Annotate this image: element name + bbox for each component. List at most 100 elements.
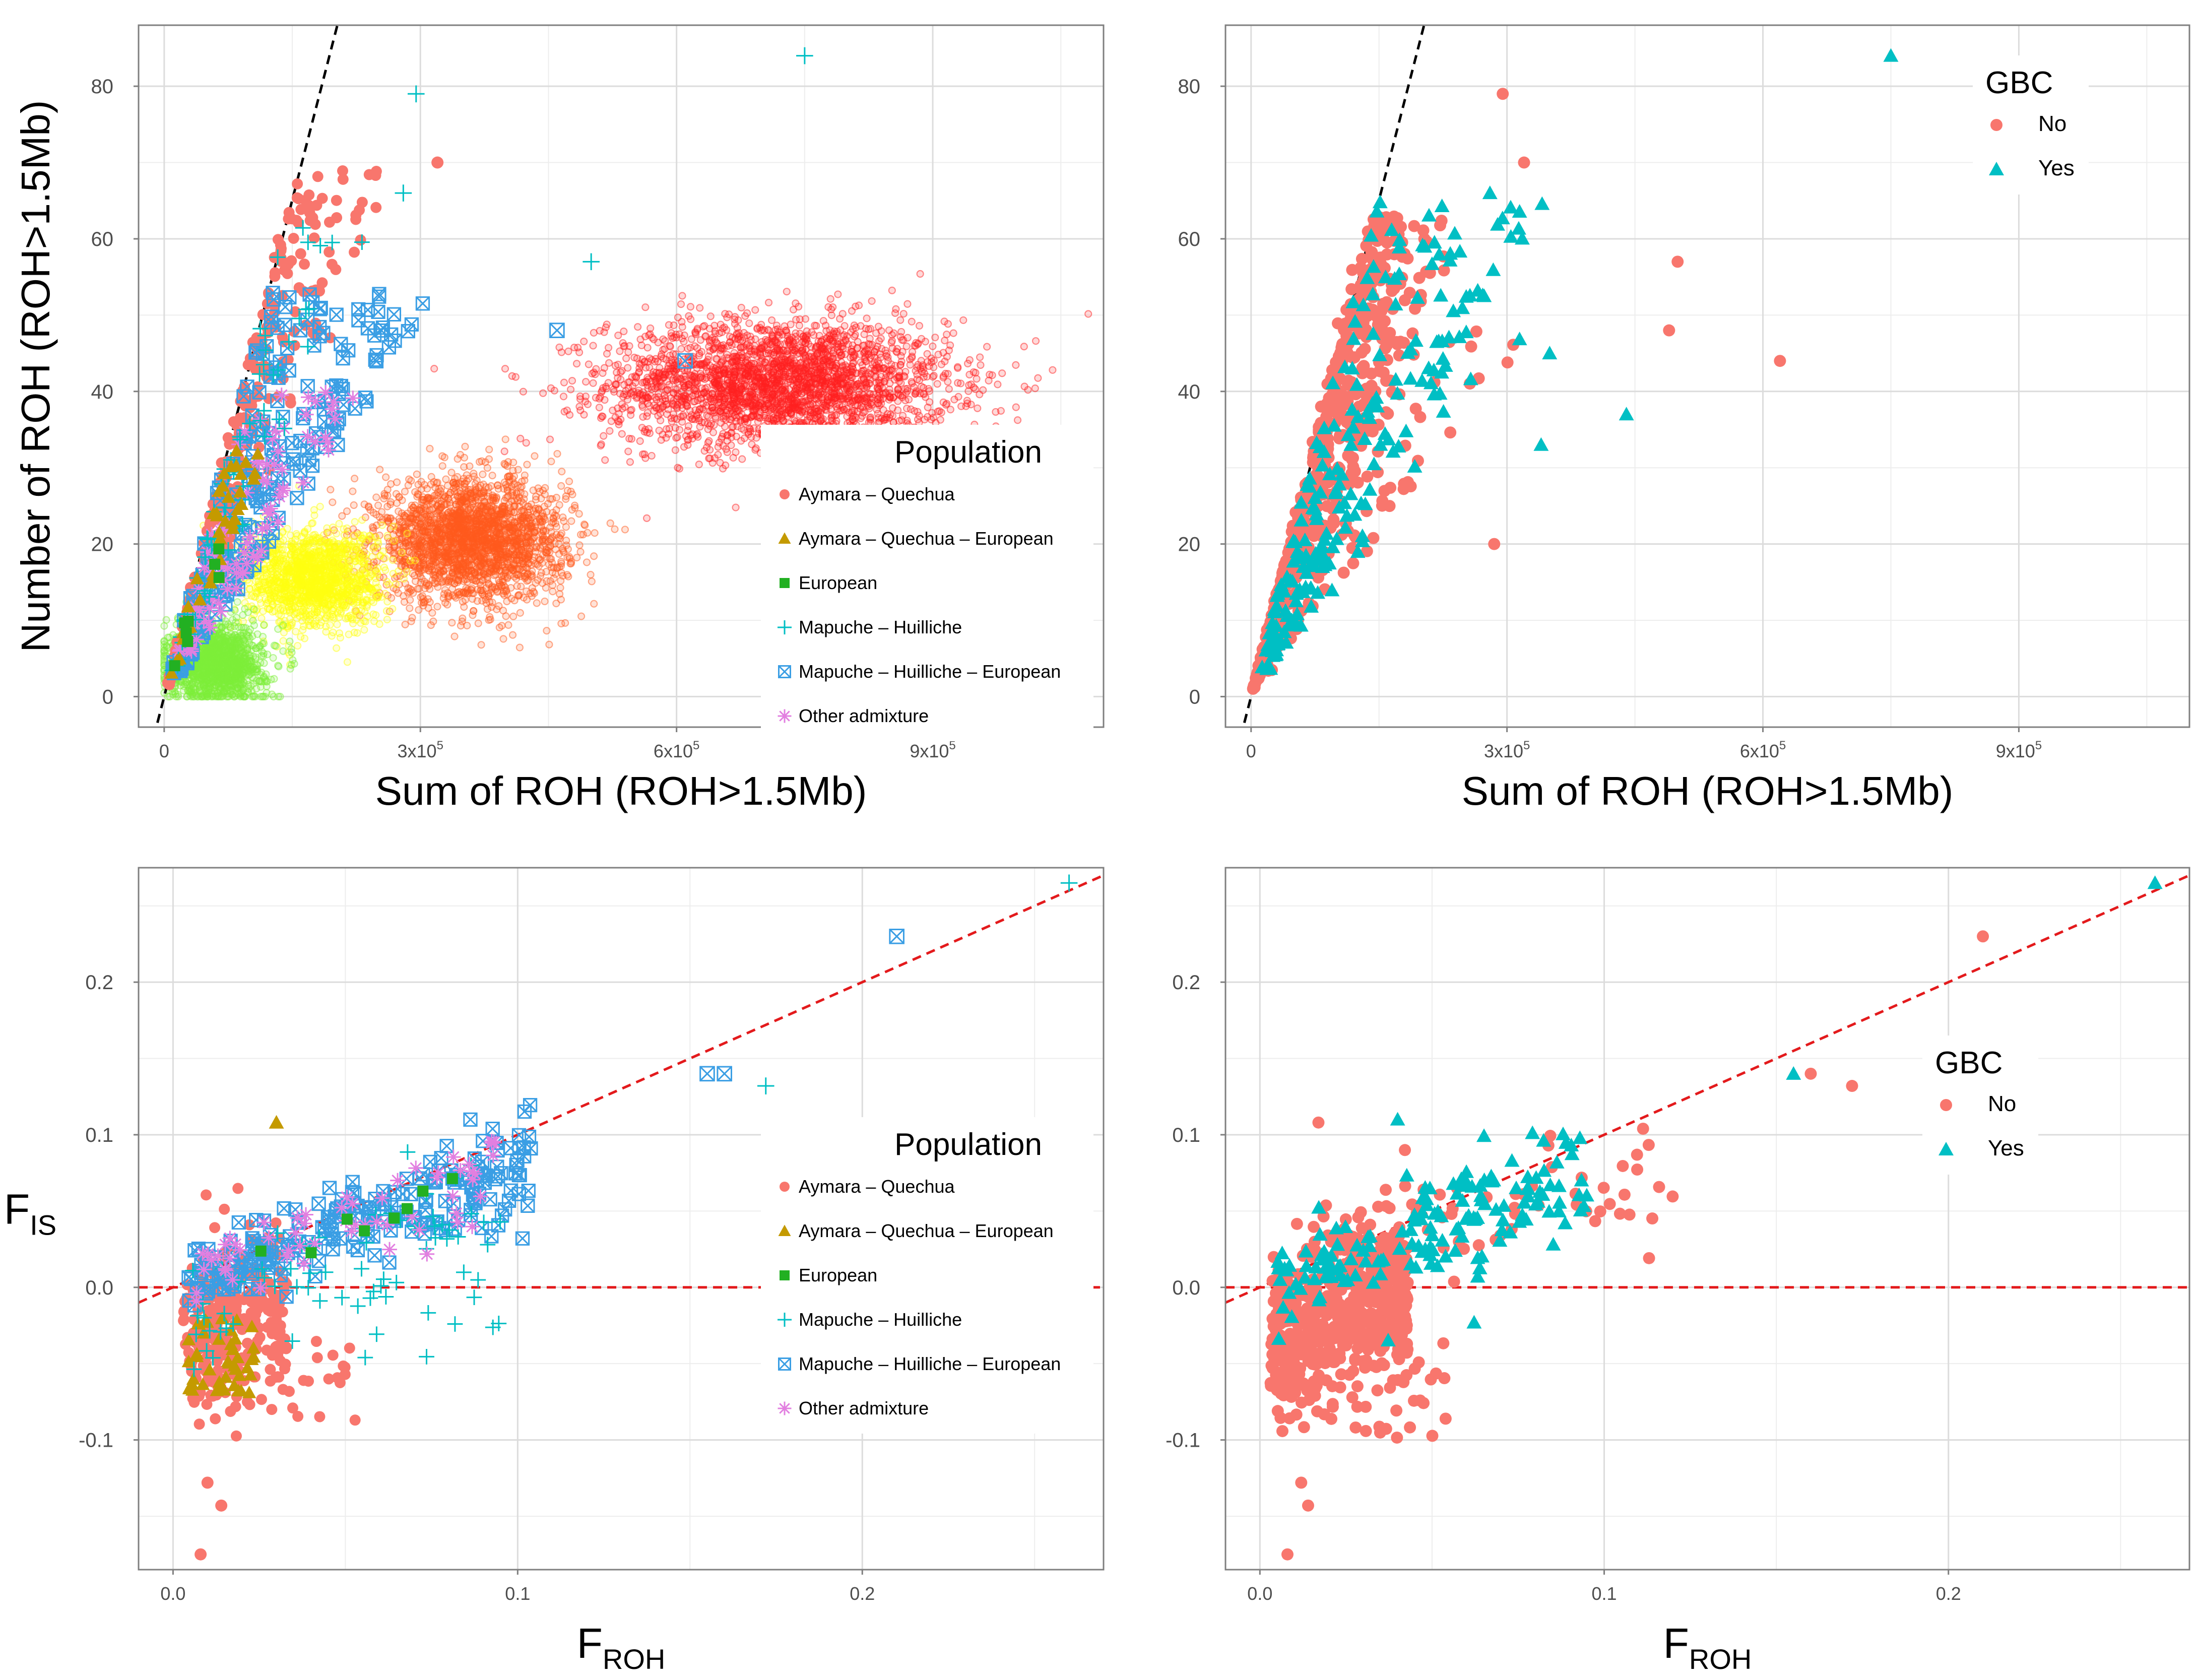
simulated-point xyxy=(510,597,519,605)
simulated-point xyxy=(998,369,1006,377)
simulated-point xyxy=(417,599,426,607)
simulated-point xyxy=(606,427,614,435)
simulated-point xyxy=(712,413,720,421)
simulated-point xyxy=(853,369,861,377)
simulated-point xyxy=(485,522,493,531)
simulated-point xyxy=(724,376,732,384)
simulated-point xyxy=(462,493,470,501)
simulated-point xyxy=(450,632,459,640)
simulated-point xyxy=(560,378,568,386)
simulated-point xyxy=(678,292,686,300)
simulated-point xyxy=(480,555,488,564)
simulated-point xyxy=(401,620,409,628)
simulated-point xyxy=(629,387,637,396)
simulated-point xyxy=(897,416,906,424)
simulated-point xyxy=(621,526,629,534)
simulated-point xyxy=(745,387,753,396)
simulated-point xyxy=(700,447,708,455)
simulated-point xyxy=(729,454,737,462)
simulated-point xyxy=(660,354,668,362)
simulated-point xyxy=(1012,403,1020,411)
simulated-point xyxy=(781,382,789,391)
simulated-point xyxy=(329,498,337,506)
simulated-point xyxy=(832,364,840,372)
simulated-point xyxy=(431,579,439,588)
simulated-point xyxy=(503,486,511,494)
simulated-point xyxy=(929,414,937,422)
simulated-point xyxy=(886,371,894,379)
simulated-point xyxy=(827,394,835,402)
simulated-point xyxy=(866,325,875,333)
simulated-point xyxy=(624,364,632,372)
simulated-point xyxy=(691,379,699,387)
simulated-point xyxy=(714,450,722,459)
simulated-point xyxy=(483,464,491,472)
simulated-point xyxy=(792,385,800,393)
simulated-point xyxy=(829,354,837,362)
simulated-point xyxy=(438,567,447,575)
simulated-point xyxy=(547,458,555,466)
simulated-point xyxy=(532,495,540,504)
simulated-point xyxy=(382,473,390,481)
simulated-point xyxy=(676,426,684,434)
simulated-point xyxy=(745,319,753,328)
simulated-point xyxy=(852,382,860,390)
simulated-point xyxy=(522,439,530,447)
simulated-point xyxy=(647,324,655,333)
simulated-point xyxy=(406,604,414,612)
simulated-point xyxy=(454,578,462,587)
simulated-point xyxy=(875,401,883,409)
simulated-point xyxy=(781,322,789,330)
simulated-point xyxy=(970,368,978,376)
simulated-point xyxy=(580,338,588,346)
simulated-point xyxy=(478,537,486,545)
simulated-point xyxy=(748,440,756,448)
simulated-point xyxy=(493,565,501,573)
simulated-point xyxy=(541,597,549,606)
simulated-point xyxy=(508,566,516,574)
simulated-point xyxy=(614,332,622,340)
simulated-point xyxy=(621,403,629,411)
simulated-point xyxy=(773,347,782,355)
simulated-point xyxy=(486,558,494,566)
simulated-point xyxy=(521,490,529,498)
simulated-point xyxy=(700,359,708,367)
simulated-point xyxy=(539,389,547,397)
simulated-point xyxy=(459,539,467,548)
simulated-point xyxy=(470,607,478,615)
simulated-point xyxy=(777,362,785,370)
simulated-point xyxy=(801,315,810,323)
simulated-point xyxy=(956,379,965,387)
simulated-point xyxy=(672,331,680,339)
simulated-point xyxy=(485,455,493,463)
simulated-point xyxy=(721,310,729,318)
simulated-point xyxy=(721,422,729,431)
simulated-point xyxy=(898,348,907,356)
simulated-point xyxy=(590,329,598,337)
simulated-point xyxy=(784,358,792,366)
simulated-point xyxy=(498,622,506,630)
simulated-point xyxy=(454,455,462,463)
simulated-point xyxy=(684,345,692,353)
simulated-point xyxy=(499,571,507,579)
simulated-point xyxy=(425,510,433,519)
simulated-point xyxy=(643,412,651,420)
simulated-point xyxy=(455,510,464,518)
simulated-point xyxy=(763,346,771,354)
simulated-point xyxy=(491,515,499,524)
simulated-point xyxy=(508,631,517,639)
simulated-point xyxy=(477,502,485,510)
simulated-point xyxy=(705,437,713,445)
simulated-point xyxy=(634,323,642,331)
simulated-point xyxy=(721,394,729,402)
simulated-point xyxy=(721,368,729,376)
simulated-point xyxy=(666,343,674,351)
simulated-point xyxy=(825,360,834,369)
simulated-point xyxy=(642,514,651,522)
simulated-point xyxy=(595,404,603,412)
simulated-point xyxy=(430,365,438,373)
simulated-point xyxy=(531,452,539,460)
simulated-point xyxy=(585,360,593,368)
simulated-point xyxy=(792,315,800,324)
simulated-point xyxy=(814,390,822,398)
